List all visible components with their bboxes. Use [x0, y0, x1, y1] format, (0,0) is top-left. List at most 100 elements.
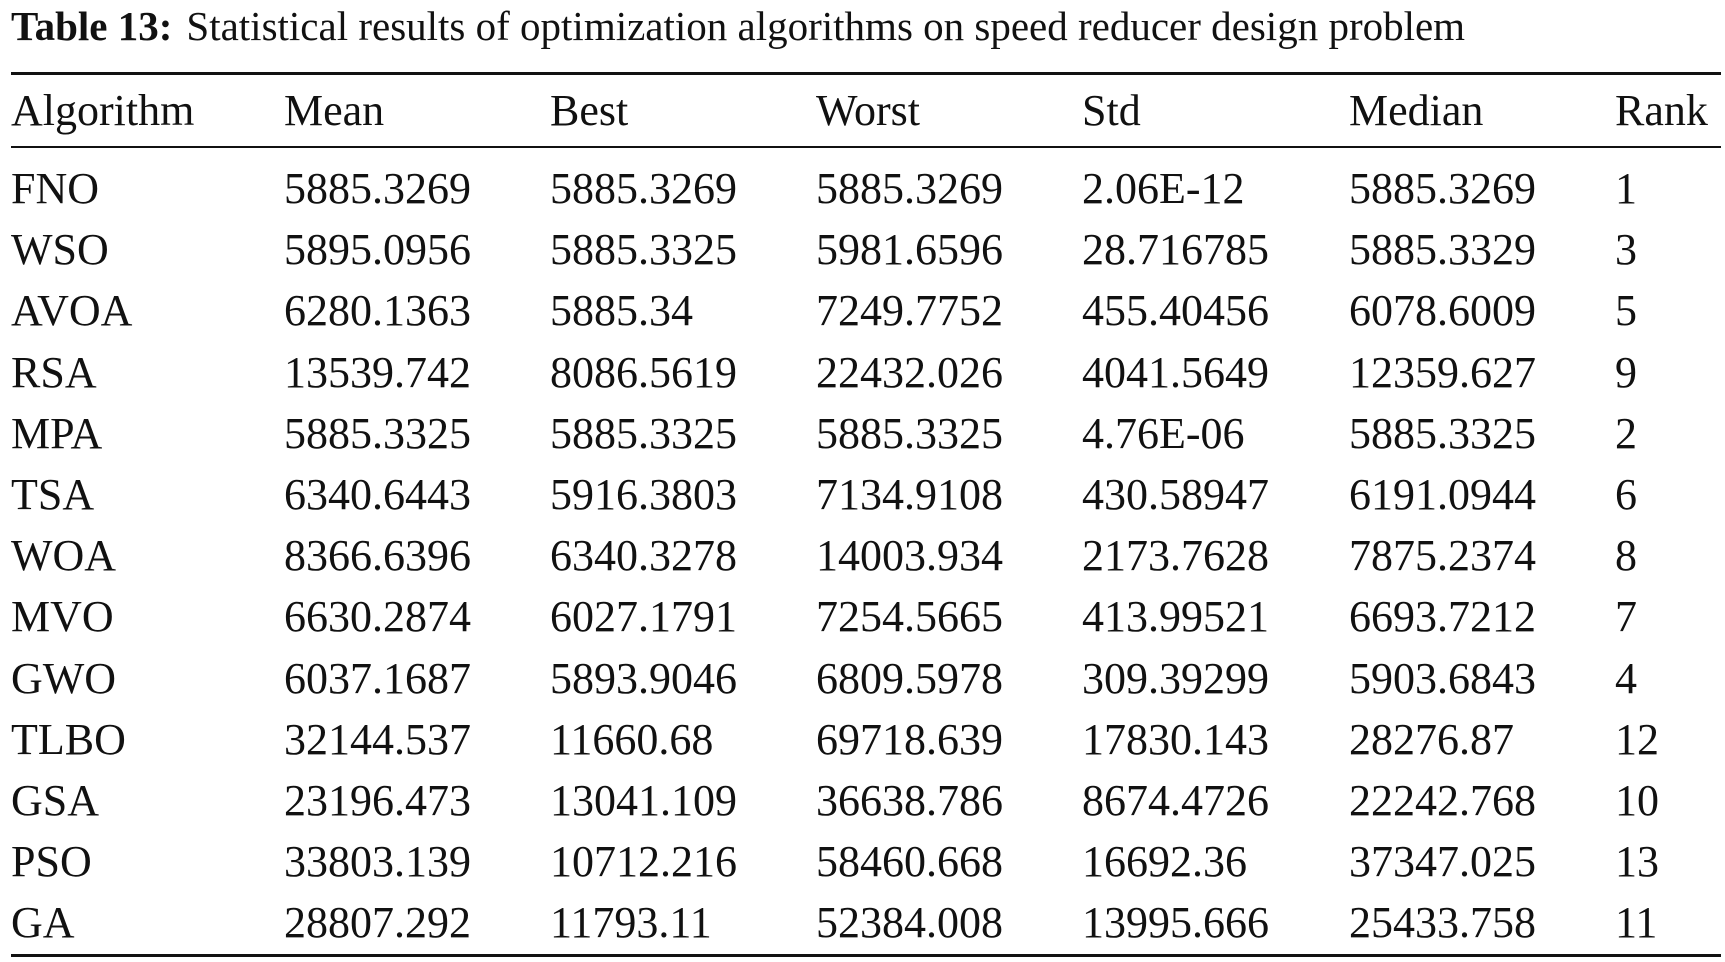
- table-cell: 11660.68: [550, 714, 714, 764]
- table-cell: 6037.1687: [284, 653, 471, 703]
- table-cell: 7875.2374: [1349, 531, 1536, 581]
- table-cell: 13: [1615, 837, 1659, 887]
- table-cell: 5885.3325: [550, 408, 737, 458]
- table-cell: 6340.6443: [284, 470, 471, 519]
- table-cell: WSO: [11, 225, 109, 275]
- table-cell: 5885.3269: [550, 164, 737, 213]
- table-cell: 8: [1615, 531, 1637, 581]
- top-rule: [11, 72, 1721, 75]
- table-cell: 32144.537: [284, 714, 471, 764]
- table-cell: 6: [1615, 470, 1637, 519]
- table-cell: 5885.3269: [284, 164, 471, 213]
- table-cell: 8674.4726: [1082, 776, 1269, 825]
- table-cell: 28276.87: [1349, 714, 1514, 764]
- caption-label: Table 13:: [11, 3, 173, 49]
- caption-text: Statistical results of optimization algo…: [186, 3, 1466, 49]
- header-rule: [11, 146, 1721, 148]
- table-cell: MVO: [11, 592, 114, 642]
- table-cell: 5885.3269: [816, 164, 1003, 213]
- table-cell: TLBO: [11, 714, 126, 764]
- table-cell: 2.06E-12: [1082, 164, 1245, 213]
- table-cell: 9: [1615, 347, 1637, 397]
- table-cell: 5916.3803: [550, 470, 737, 519]
- table-cell: 7249.7752: [816, 286, 1003, 336]
- table-cell: AVOA: [11, 286, 133, 336]
- table-cell: 2173.7628: [1082, 531, 1269, 581]
- header-cell: Worst: [816, 86, 921, 135]
- table-cell: 6280.1363: [284, 286, 471, 336]
- table-cell: 10712.216: [550, 837, 737, 887]
- table-cell: 37347.025: [1349, 837, 1536, 887]
- table-cell: 22432.026: [816, 347, 1003, 397]
- table-cell: 11793.11: [550, 898, 712, 948]
- table-cell: 69718.639: [816, 714, 1003, 764]
- table-cell: 430.58947: [1082, 470, 1269, 519]
- table-cell: GWO: [11, 653, 117, 703]
- table-cell: 309.39299: [1082, 653, 1269, 703]
- table-cell: 7: [1615, 592, 1637, 642]
- table-cell: 13539.742: [284, 347, 471, 397]
- table-cell: 33803.139: [284, 837, 471, 887]
- table-cell: 36638.786: [816, 776, 1003, 825]
- table-cell: GA: [11, 898, 75, 948]
- table-cell: FNO: [11, 164, 100, 213]
- table-cell: 58460.668: [816, 837, 1003, 887]
- table-cell: 1: [1615, 164, 1637, 213]
- table-cell: 2: [1615, 408, 1637, 458]
- table-cell: 4.76E-06: [1082, 408, 1245, 458]
- table-cell: 28.716785: [1082, 225, 1269, 275]
- table-cell: 22242.768: [1349, 776, 1536, 825]
- table-cell: 7134.9108: [816, 470, 1003, 519]
- table-cell: 17830.143: [1082, 714, 1269, 764]
- table-cell: 7254.5665: [816, 592, 1003, 642]
- table-cell: 6630.2874: [284, 592, 471, 642]
- table-cell: 5885.3325: [1349, 408, 1536, 458]
- table-cell: 413.99521: [1082, 592, 1269, 642]
- table-cell: 5893.9046: [550, 653, 737, 703]
- table-cell: 6693.7212: [1349, 592, 1536, 642]
- table-cell: 5885.3325: [550, 225, 737, 275]
- caption: Table 13: Statistical results of optimiza…: [11, 2, 1465, 50]
- table-cell: GSA: [11, 776, 100, 825]
- header-cell: Std: [1082, 86, 1141, 135]
- table-cell: 5885.3329: [1349, 225, 1536, 275]
- table-cell: 16692.36: [1082, 837, 1247, 887]
- table-cell: 23196.473: [284, 776, 471, 825]
- table-cell: 5885.34: [550, 286, 693, 336]
- table-cell: 52384.008: [816, 898, 1003, 948]
- table-cell: 8086.5619: [550, 347, 737, 397]
- header-cell: Algorithm: [11, 86, 195, 135]
- table-cell: 10: [1615, 776, 1659, 825]
- table-cell: 6340.3278: [550, 531, 737, 581]
- table-cell: 3: [1615, 225, 1637, 275]
- table-cell: 5885.3325: [816, 408, 1003, 458]
- table-cell: MPA: [11, 408, 103, 458]
- table-cell: 6191.0944: [1349, 470, 1536, 519]
- table-cell: PSO: [11, 837, 92, 887]
- table-cell: 5895.0956: [284, 225, 471, 275]
- table-cell: 13041.109: [550, 776, 737, 825]
- table-cell: 5: [1615, 286, 1637, 336]
- table-cell: TSA: [11, 470, 95, 519]
- table-cell: 12359.627: [1349, 347, 1536, 397]
- table-cell: 5885.3325: [284, 408, 471, 458]
- table-cell: RSA: [11, 347, 97, 397]
- table-cell: 5903.6843: [1349, 653, 1536, 703]
- table-cell: 455.40456: [1082, 286, 1269, 336]
- table-cell: 6078.6009: [1349, 286, 1536, 336]
- table-cell: 6027.1791: [550, 592, 737, 642]
- table-cell: 6809.5978: [816, 653, 1003, 703]
- header-cell: Best: [550, 86, 629, 135]
- table-cell: 5885.3269: [1349, 164, 1536, 213]
- table-cell: WOA: [11, 531, 117, 581]
- table-cell: 14003.934: [816, 531, 1003, 581]
- table-cell: 8366.6396: [284, 531, 471, 581]
- table-cell: 11: [1615, 898, 1658, 948]
- table-cell: 4: [1615, 653, 1637, 703]
- table-cell: 13995.666: [1082, 898, 1269, 948]
- header-cell: Median: [1349, 86, 1484, 135]
- table-cell: 28807.292: [284, 898, 471, 948]
- header-cell: Mean: [284, 86, 385, 135]
- bottom-rule: [11, 954, 1721, 957]
